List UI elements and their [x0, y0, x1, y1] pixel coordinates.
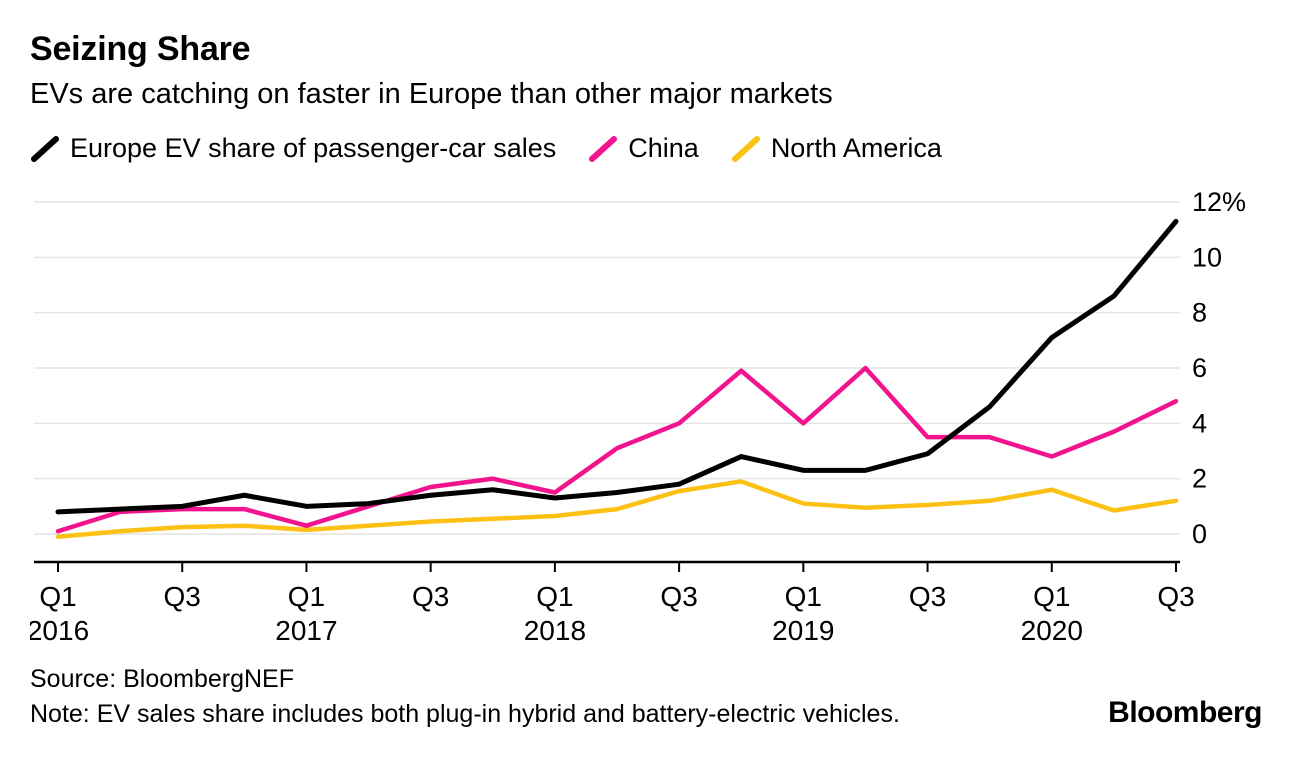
- legend-label-europe: Europe EV share of passenger-car sales: [70, 133, 557, 163]
- svg-text:Q3: Q3: [909, 581, 946, 612]
- svg-text:6: 6: [1192, 353, 1207, 383]
- svg-text:4: 4: [1192, 408, 1207, 438]
- svg-text:2019: 2019: [772, 615, 834, 646]
- footnotes: Source: BloombergNEF Note: EV sales shar…: [30, 662, 900, 732]
- svg-text:Q1: Q1: [785, 581, 822, 612]
- source-text: Source: BloombergNEF: [30, 665, 295, 693]
- svg-text:2018: 2018: [524, 615, 586, 646]
- page-subtitle: EVs are catching on faster in Europe tha…: [30, 78, 833, 110]
- svg-text:8: 8: [1192, 298, 1207, 328]
- svg-text:Q3: Q3: [164, 581, 201, 612]
- svg-text:Q1: Q1: [39, 581, 76, 612]
- note-text: Note: EV sales share includes both plug-…: [30, 700, 900, 728]
- svg-text:Q1: Q1: [536, 581, 573, 612]
- legend-label-china: China: [628, 133, 699, 163]
- legend-item-china: China: [588, 133, 699, 164]
- svg-text:0: 0: [1192, 519, 1207, 549]
- svg-text:Q1: Q1: [288, 581, 325, 612]
- svg-text:2017: 2017: [275, 615, 337, 646]
- chart-area: 0 2 4 6 8 10 12% Q1 2016 Q3 Q1 2017 Q3 Q1 2018 Q3 Q1 2019…: [30, 182, 1262, 652]
- svg-text:Q1: Q1: [1033, 581, 1070, 612]
- legend-label-north-america: North America: [770, 133, 942, 163]
- svg-text:2: 2: [1192, 464, 1207, 494]
- page-title: Seizing Share: [30, 30, 251, 68]
- footer: Source: BloombergNEF Note: EV sales shar…: [30, 662, 1262, 732]
- svg-text:Q3: Q3: [660, 581, 697, 612]
- svg-text:Q3: Q3: [412, 581, 449, 612]
- svg-text:Q3: Q3: [1157, 581, 1194, 612]
- europe-line-swatch-icon: [31, 135, 59, 162]
- bloomberg-logo: Bloomberg: [1108, 696, 1262, 729]
- legend-item-europe: Europe EV share of passenger-car sales: [30, 133, 556, 164]
- svg-text:2016: 2016: [30, 615, 89, 646]
- legend: Europe EV share of passenger-car sales C…: [30, 133, 1262, 164]
- svg-text:10: 10: [1192, 242, 1222, 272]
- svg-text:2020: 2020: [1021, 615, 1083, 646]
- legend-item-north-america: North America: [731, 133, 942, 164]
- china-line-swatch-icon: [589, 135, 618, 162]
- north-america-line-swatch-icon: [731, 135, 760, 162]
- svg-text:12%: 12%: [1192, 187, 1246, 217]
